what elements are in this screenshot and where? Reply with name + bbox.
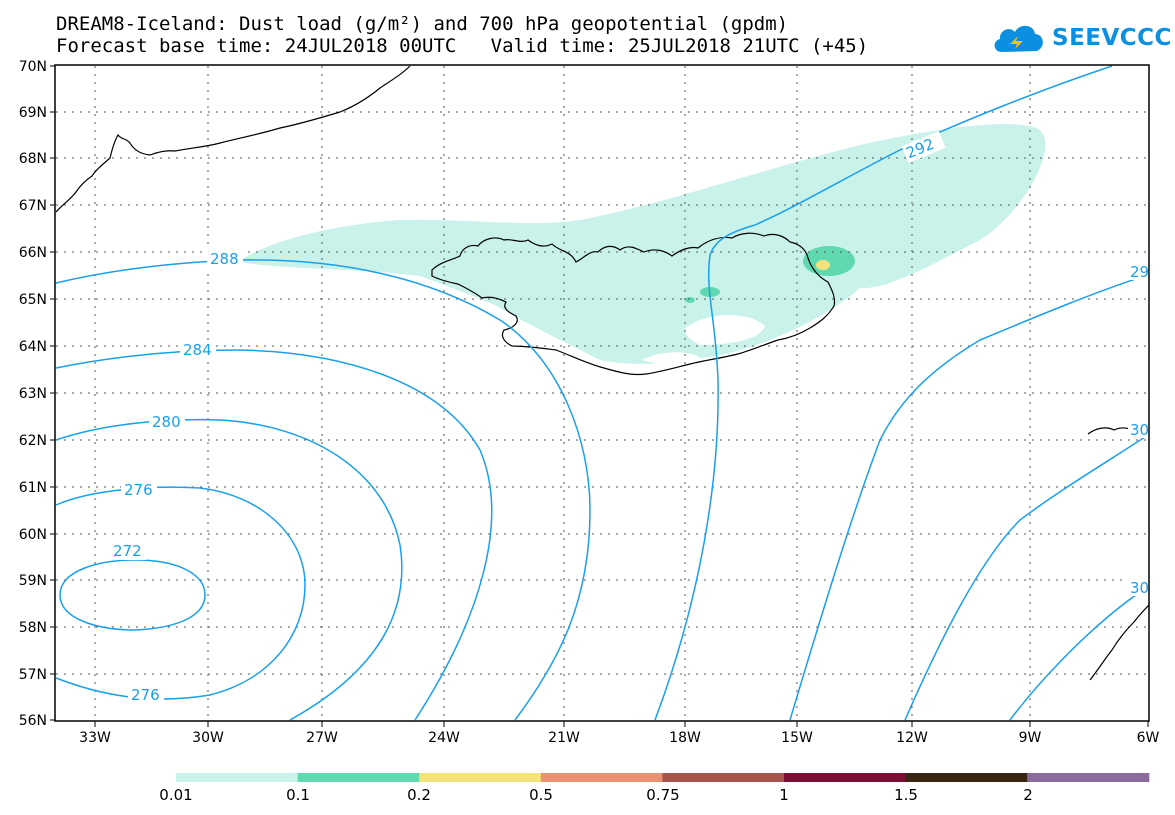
colorbar-label: 0.5 [529, 786, 553, 804]
lon-label: 6W [1137, 730, 1160, 746]
latitude-axis: 70N 69N 68N 67N 66N 65N 64N 63N 62N 61N … [19, 59, 55, 729]
lat-label: 70N [19, 59, 47, 75]
contour-276 [55, 486, 306, 700]
lon-label: 33W [79, 730, 111, 746]
colorbar-swatch [176, 773, 299, 782]
lat-label: 67N [19, 198, 47, 214]
greenland-coast [55, 65, 411, 213]
colorbar-swatches [176, 773, 1150, 782]
iceland-coast [431, 232, 836, 376]
cloud-icon [994, 25, 1043, 52]
dust-area-low [238, 124, 1046, 364]
lon-label: 9W [1019, 730, 1042, 746]
colorbar-swatch [540, 773, 663, 782]
contour-label-284: 284 [183, 341, 212, 359]
lat-label: 58N [19, 620, 47, 636]
colorbar-label: 0.2 [407, 786, 431, 804]
lat-label: 69N [19, 105, 47, 121]
lat-label: 65N [19, 292, 47, 308]
lat-label: 63N [19, 386, 47, 402]
longitude-axis: 33W 30W 27W 24W 21W 18W 15W 12W 9W 6W [79, 721, 1160, 746]
dust-area-medium-3 [685, 297, 695, 303]
contour-296 [789, 274, 1149, 721]
lon-label: 15W [781, 730, 813, 746]
contour-272 [59, 559, 206, 631]
logo-text: SEEVCCC [1052, 25, 1172, 51]
colorbar-swatch [419, 773, 542, 782]
colorbar-label: 1 [779, 786, 789, 804]
colorbar: 0.01 0.1 0.2 0.5 0.75 1 1.5 2 [159, 773, 1150, 804]
lat-label: 56N [19, 713, 47, 729]
contour-label-300-edge: 30 [1130, 421, 1149, 439]
contour-label-276-top: 276 [124, 481, 153, 499]
colorbar-label: 1.5 [894, 786, 918, 804]
contour-label-296-edge: 29 [1130, 263, 1149, 281]
dust-area-high [816, 260, 830, 270]
lat-label: 61N [19, 480, 47, 496]
lat-label: 62N [19, 433, 47, 449]
colorbar-label: 0.1 [286, 786, 310, 804]
scotland-coast [1089, 604, 1149, 681]
lon-label: 24W [428, 730, 460, 746]
seevccc-logo: SEEVCCC [990, 20, 1172, 56]
colorbar-label: 2 [1023, 786, 1033, 804]
lon-label: 12W [896, 730, 928, 746]
lon-label: 18W [669, 730, 701, 746]
dust-clear-patch-1 [684, 315, 765, 345]
contour-labels: 288 284 280 276 272 276 292 29 30 30 [110, 131, 1149, 704]
colorbar-swatch [784, 773, 907, 782]
lat-label: 66N [19, 245, 47, 261]
map-title-line2: Forecast base time: 24JUL2018 00UTC Vali… [56, 35, 869, 57]
geopotential-contours [55, 65, 1149, 721]
contour-label-288: 288 [210, 250, 239, 268]
lat-label: 59N [19, 573, 47, 589]
lat-label: 64N [19, 339, 47, 355]
dust-load-shading [238, 124, 1046, 364]
lon-label: 21W [548, 730, 580, 746]
colorbar-label: 0.75 [646, 786, 679, 804]
contour-284 [55, 349, 493, 721]
contour-304 [1009, 586, 1149, 721]
contour-label-272: 272 [113, 542, 142, 560]
colorbar-swatch [662, 773, 785, 782]
map-title-line1: DREAM8-Iceland: Dust load (g/m²) and 700… [56, 13, 789, 35]
colorbar-swatch [297, 773, 420, 782]
colorbar-swatch [1027, 773, 1150, 782]
contour-280 [55, 418, 403, 721]
lon-label: 30W [192, 730, 224, 746]
lat-label: 60N [19, 527, 47, 543]
contour-label-280: 280 [152, 413, 181, 431]
lat-label: 57N [19, 667, 47, 683]
coastlines [55, 65, 1149, 681]
gridlines [56, 66, 1148, 720]
dust-area-medium-1 [803, 246, 855, 276]
lon-label: 27W [306, 730, 338, 746]
colorbar-label: 0.01 [159, 786, 192, 804]
contour-label-276-bottom: 276 [131, 686, 160, 704]
contour-288 [55, 259, 591, 721]
contour-292 [654, 65, 1113, 721]
lat-label: 68N [19, 151, 47, 167]
contour-300 [904, 434, 1149, 721]
contour-label-304-edge: 30 [1130, 579, 1149, 597]
colorbar-swatch [905, 773, 1028, 782]
